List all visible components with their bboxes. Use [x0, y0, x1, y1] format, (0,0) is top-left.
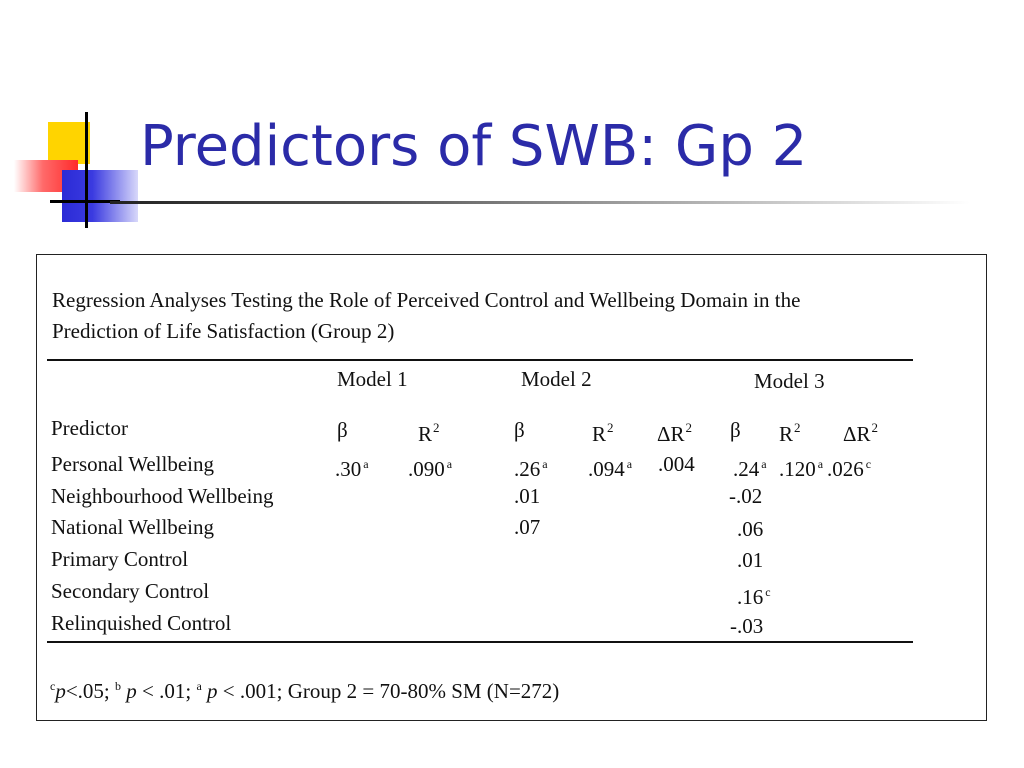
table-caption: Regression Analyses Testing the Role of … [52, 285, 952, 347]
slide-title: Predictors of SWB: Gp 2 [140, 114, 808, 179]
title-underline [110, 201, 970, 204]
model-2-header: Model 2 [521, 367, 592, 391]
m2-delta-r2-personal: .004 [658, 452, 695, 476]
m3-delta-r2-header: ΔR2 [843, 420, 879, 446]
m2-delta-r2-header: ΔR2 [657, 420, 693, 446]
m3-beta-personal: .24 a [733, 457, 767, 481]
m2-beta-neighbourhood: .01 [514, 484, 541, 508]
model-1-header: Model 1 [337, 367, 408, 391]
row-label-relinquished-control: Relinquished Control [51, 611, 232, 635]
row-label-primary-control: Primary Control [51, 547, 189, 571]
m1-r2-header: R2 [418, 420, 440, 446]
m2-r2-header: R2 [592, 420, 614, 446]
logo-vertical-line [85, 112, 88, 228]
table-footnote: cp<.05; b p < .01; a p < .001; Group 2 =… [50, 679, 560, 703]
m3-delta-r2-personal: .026 c [827, 457, 872, 481]
logo-yellow-square [48, 122, 90, 164]
m3-beta-header: β [730, 418, 741, 442]
m1-r2-personal: .090 a [408, 457, 453, 481]
caption-line-2: Prediction of Life Satisfaction (Group 2… [52, 319, 395, 343]
m1-beta-personal: .30 a [335, 457, 369, 481]
row-label-secondary-control: Secondary Control [51, 579, 210, 603]
m2-beta-header: β [514, 418, 525, 442]
regression-table-panel: Regression Analyses Testing the Role of … [36, 254, 987, 721]
m3-beta-primary-control: .01 [737, 548, 764, 572]
row-label-national-wellbeing: National Wellbeing [51, 515, 214, 539]
m3-beta-secondary-control: .16 c [737, 585, 771, 609]
m3-beta-relinquished-control: -.03 [730, 614, 764, 638]
m1-beta-header: β [337, 418, 348, 442]
table-bottom-rule [47, 641, 913, 643]
slide-logo-decoration [0, 0, 150, 240]
m2-beta-national: .07 [514, 515, 541, 539]
logo-horizontal-line [50, 200, 120, 203]
m3-beta-national: .06 [737, 517, 764, 541]
m2-r2-personal: .094 a [588, 457, 633, 481]
model-3-header: Model 3 [754, 369, 825, 393]
predictor-column-header: Predictor [51, 416, 128, 440]
m3-beta-neighbourhood: -.02 [729, 484, 763, 508]
logo-blue-square [62, 170, 138, 222]
caption-line-1: Regression Analyses Testing the Role of … [52, 288, 801, 312]
table-top-rule [47, 359, 913, 361]
row-label-neighbourhood-wellbeing: Neighbourhood Wellbeing [51, 484, 274, 508]
m3-r2-header: R2 [779, 420, 801, 446]
row-label-personal-wellbeing: Personal Wellbeing [51, 452, 214, 476]
m3-r2-personal: .120 a [779, 457, 824, 481]
m2-beta-personal: .26 a [514, 457, 548, 481]
